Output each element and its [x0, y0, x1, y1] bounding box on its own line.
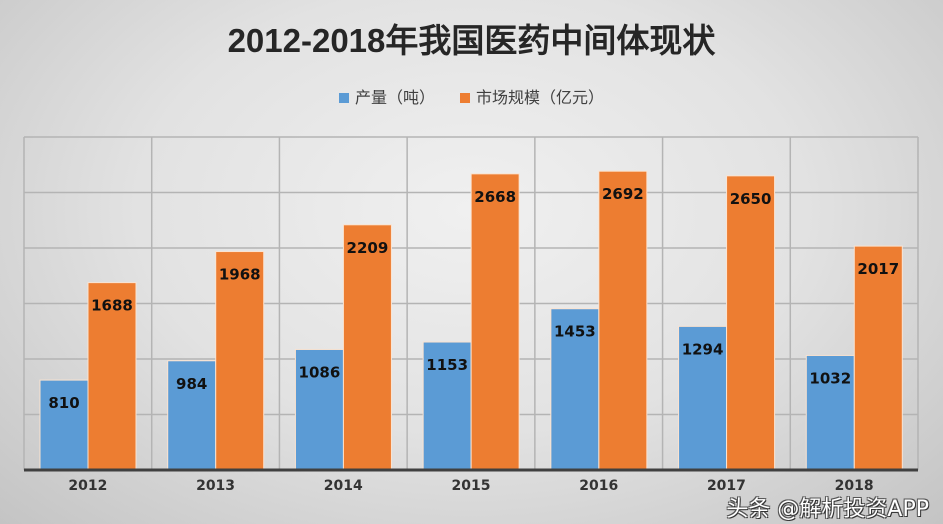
data-label: 2650: [730, 190, 772, 208]
data-label: 1153: [426, 356, 468, 374]
bar-market-2016: [598, 170, 648, 471]
data-label: 810: [48, 394, 79, 412]
legend-item-production: 产量（吨）: [338, 84, 435, 108]
bar-market-2015: [470, 173, 520, 471]
bar-production-2013: [167, 360, 217, 471]
data-label: 2668: [474, 188, 516, 206]
x-tick-label: 2015: [452, 478, 491, 494]
x-tick-label: 2014: [324, 478, 363, 494]
chart-title: 2012-2018年我国医药中间体现状: [227, 22, 716, 59]
legend-label-production: 产量（吨）: [354, 88, 435, 107]
data-label: 1968: [219, 266, 261, 284]
bar-market-2018: [853, 245, 903, 471]
data-label: 1032: [809, 369, 851, 387]
legend-swatch-market: [460, 93, 471, 103]
data-label: 2017: [857, 260, 899, 278]
watermark: 头条 @解析投资APP: [726, 497, 929, 522]
bar-market-2014: [342, 224, 392, 471]
x-tick-label: 2017: [707, 478, 746, 494]
data-label: 2209: [347, 239, 389, 257]
bar-production-2017: [678, 325, 728, 471]
x-tick-label: 2016: [579, 478, 618, 494]
data-label: 984: [176, 375, 207, 393]
bar-production-2015: [422, 341, 472, 471]
bar-production-2018: [805, 354, 855, 471]
x-tick-label: 2013: [196, 478, 235, 494]
x-tick-label: 2018: [835, 478, 874, 494]
legend-item-market: 市场规模（亿元）: [460, 84, 604, 108]
bar-market-2017: [726, 175, 776, 471]
bar-market-2013: [215, 251, 265, 471]
bar-production-2014: [294, 348, 344, 471]
legend-label-market: 市场规模（亿元）: [476, 88, 605, 107]
data-label: 2692: [602, 185, 644, 203]
data-label: 1086: [299, 363, 341, 381]
legend-swatch-production: [338, 93, 349, 103]
data-label: 1688: [91, 297, 133, 315]
x-tick-label: 2012: [68, 478, 107, 494]
bar-production-2016: [550, 308, 600, 471]
data-label: 1453: [554, 323, 596, 341]
data-label: 1294: [682, 340, 724, 358]
legend: 产量（吨） 市场规模（亿元）: [0, 84, 943, 108]
